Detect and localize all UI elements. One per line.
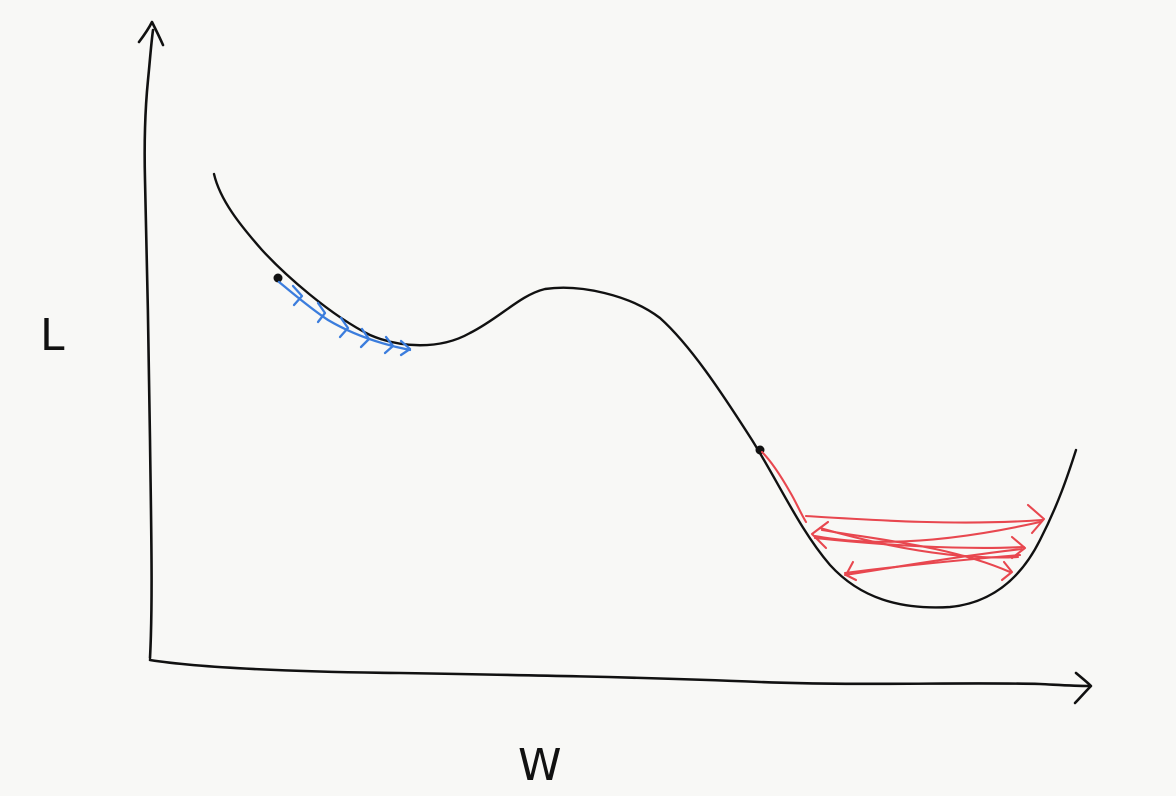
blue-step-arrow-5 [383,335,395,355]
y-axis-label: L [40,310,65,361]
x-axis [148,658,1093,705]
red-arrowhead-3 [1010,535,1027,560]
red-oscillation-1 [804,514,1044,524]
x-axis-arrowhead [1073,671,1093,705]
x-axis-line [148,658,1090,688]
y-axis-arrowhead [137,20,165,47]
x-axis-label: W [518,740,562,791]
y-axis-line [143,28,155,660]
blue-step-arrow-6 [399,339,412,357]
red-arrowhead-1 [1026,503,1046,535]
red-arrowhead-2 [810,520,830,550]
blue-step-arrow-2 [316,301,327,324]
blue-step-arrow-1 [291,284,304,307]
blue-step-arrow-4 [359,327,371,349]
loss-curve [212,172,1078,609]
red-arrowhead-5 [1000,560,1014,582]
large-step-path [760,450,1046,582]
red-oscillation-6 [818,526,1020,559]
red-descent-trail [760,450,808,524]
y-axis [137,20,165,660]
blue-descent-trail [277,280,412,352]
red-arrowhead-4 [844,560,858,582]
small-step-path [277,280,412,357]
red-oscillation-4 [843,547,1024,577]
start-point-blue [273,273,283,283]
loss-curve-line [212,172,1078,609]
red-oscillation-7 [820,528,1012,574]
blue-step-arrow-3 [338,316,350,339]
